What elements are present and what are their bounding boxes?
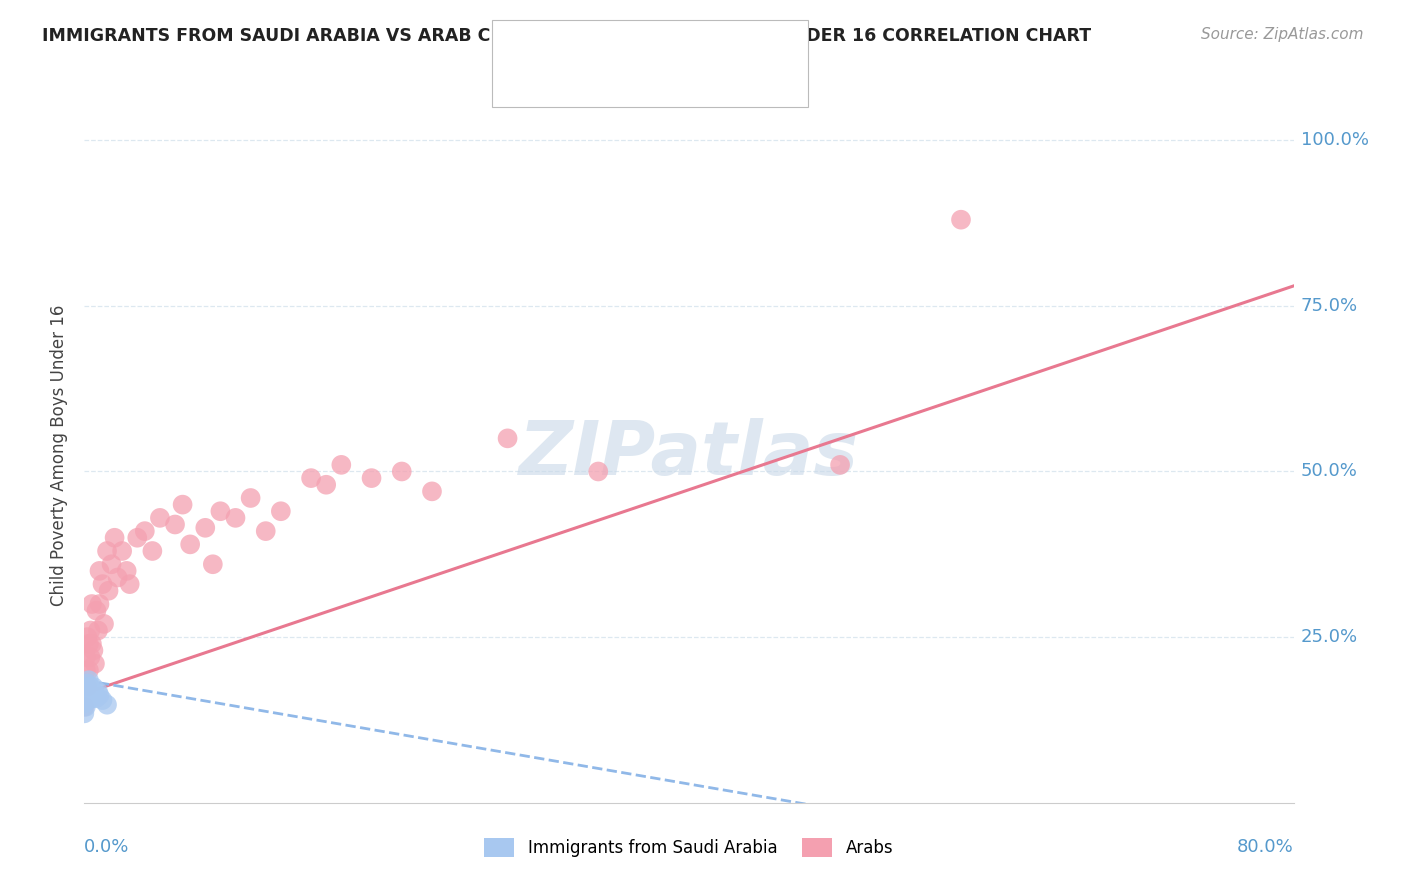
Point [96,698,118,712]
Point [75,663,97,677]
Point [86,691,108,706]
Point [80,684,103,698]
Text: 80.0%: 80.0% [1237,838,1294,856]
Point [96,544,118,558]
Text: 25.0%: 25.0% [1301,628,1358,646]
Point [141,544,163,558]
Point [97,583,120,598]
Point [80,691,103,706]
Text: 51: 51 [706,77,731,95]
Point [76,676,98,690]
Point [107,570,129,584]
Point [89,597,111,611]
Point [391,465,413,479]
Text: N =: N = [664,38,716,56]
Point [299,471,322,485]
Point [80,637,103,651]
Point [91,693,114,707]
Text: ZIPatlas: ZIPatlas [519,418,859,491]
Point [134,524,156,538]
Point [73,699,96,714]
Point [76,630,98,644]
Point [950,212,973,227]
Point [315,477,337,491]
Text: 23: 23 [706,38,731,56]
Point [77,637,100,651]
Point [149,511,172,525]
Point [75,650,97,665]
Point [75,683,97,698]
Text: IMMIGRANTS FROM SAUDI ARABIA VS ARAB CHILD POVERTY AMONG BOYS UNDER 16 CORRELATI: IMMIGRANTS FROM SAUDI ARABIA VS ARAB CHI… [42,27,1091,45]
Legend: Immigrants from Saudi Arabia, Arabs: Immigrants from Saudi Arabia, Arabs [478,831,900,864]
Point [104,531,127,545]
Point [87,624,110,638]
Point [127,531,149,545]
Point [76,686,98,700]
Point [79,650,101,665]
Point [225,511,247,525]
Point [82,680,104,694]
Point [77,683,100,698]
Y-axis label: Child Poverty Among Boys Under 16: Child Poverty Among Boys Under 16 [51,304,69,606]
Point [76,680,98,694]
Text: 50.0%: 50.0% [1301,462,1357,481]
Point [79,690,101,704]
Text: R =: R = [558,77,598,95]
Point [79,680,101,694]
Point [82,643,104,657]
Point [75,693,97,707]
Text: -0.076: -0.076 [600,38,665,56]
Point [172,498,194,512]
Text: 75.0%: 75.0% [1301,297,1358,315]
Point [79,624,101,638]
Text: R =: R = [558,38,598,56]
Point [93,616,115,631]
Point [830,458,852,472]
Point [89,564,111,578]
Point [89,689,111,703]
Point [115,564,138,578]
Point [270,504,292,518]
Text: Source: ZipAtlas.com: Source: ZipAtlas.com [1201,27,1364,42]
Point [179,537,201,551]
Text: 100.0%: 100.0% [1301,131,1368,149]
Point [194,521,217,535]
Text: 0.0%: 0.0% [84,838,129,856]
Point [87,684,110,698]
Point [254,524,277,538]
Point [73,697,96,711]
Point [76,680,98,694]
Text: N =: N = [664,77,716,95]
Point [330,458,353,472]
Point [75,690,97,704]
Point [588,465,610,479]
Point [86,604,108,618]
Point [73,706,96,721]
Point [239,491,262,505]
Point [80,597,103,611]
Point [77,693,100,707]
Point [84,686,107,700]
Point [360,471,382,485]
Point [91,577,114,591]
Text: 0.639: 0.639 [600,77,657,95]
Point [201,558,224,572]
Point [100,558,122,572]
Point [209,504,232,518]
Point [118,577,141,591]
Point [77,673,100,688]
Point [75,699,97,714]
Point [77,663,100,677]
Point [163,517,186,532]
Point [420,484,443,499]
Point [111,544,134,558]
Point [496,431,519,445]
Point [84,657,107,671]
